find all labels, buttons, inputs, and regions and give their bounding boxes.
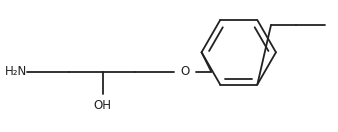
Text: O: O (180, 65, 190, 78)
Text: OH: OH (94, 99, 112, 112)
Text: H₂N: H₂N (5, 65, 27, 78)
